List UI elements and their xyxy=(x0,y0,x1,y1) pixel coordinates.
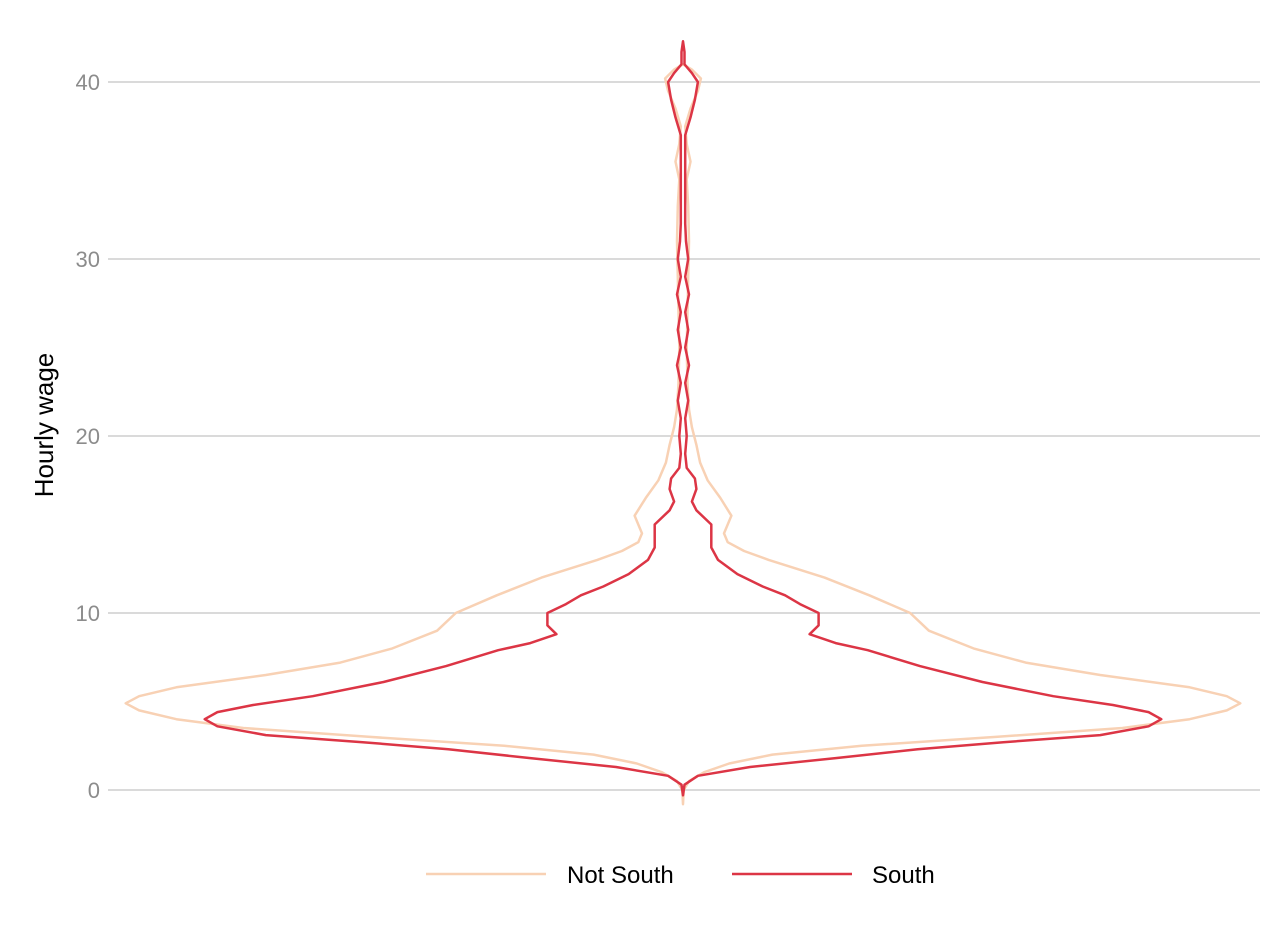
legend-label-south: South xyxy=(872,862,935,889)
violin-not-south xyxy=(124,63,1242,806)
legend-label-not-south: Not South xyxy=(567,862,674,889)
y-tick-label-20: 20 xyxy=(76,424,100,449)
y-axis-title: Hourly wage xyxy=(29,353,59,498)
y-tick-label-30: 30 xyxy=(76,247,100,272)
y-tick-label-40: 40 xyxy=(76,70,100,95)
legend: Not South South xyxy=(426,862,935,889)
y-tick-labels: 0 10 20 30 40 xyxy=(76,70,100,803)
y-tick-label-0: 0 xyxy=(88,778,100,803)
violin-south xyxy=(203,40,1163,797)
y-tick-label-10: 10 xyxy=(76,601,100,626)
violins xyxy=(124,40,1242,806)
gridlines xyxy=(108,81,1260,791)
